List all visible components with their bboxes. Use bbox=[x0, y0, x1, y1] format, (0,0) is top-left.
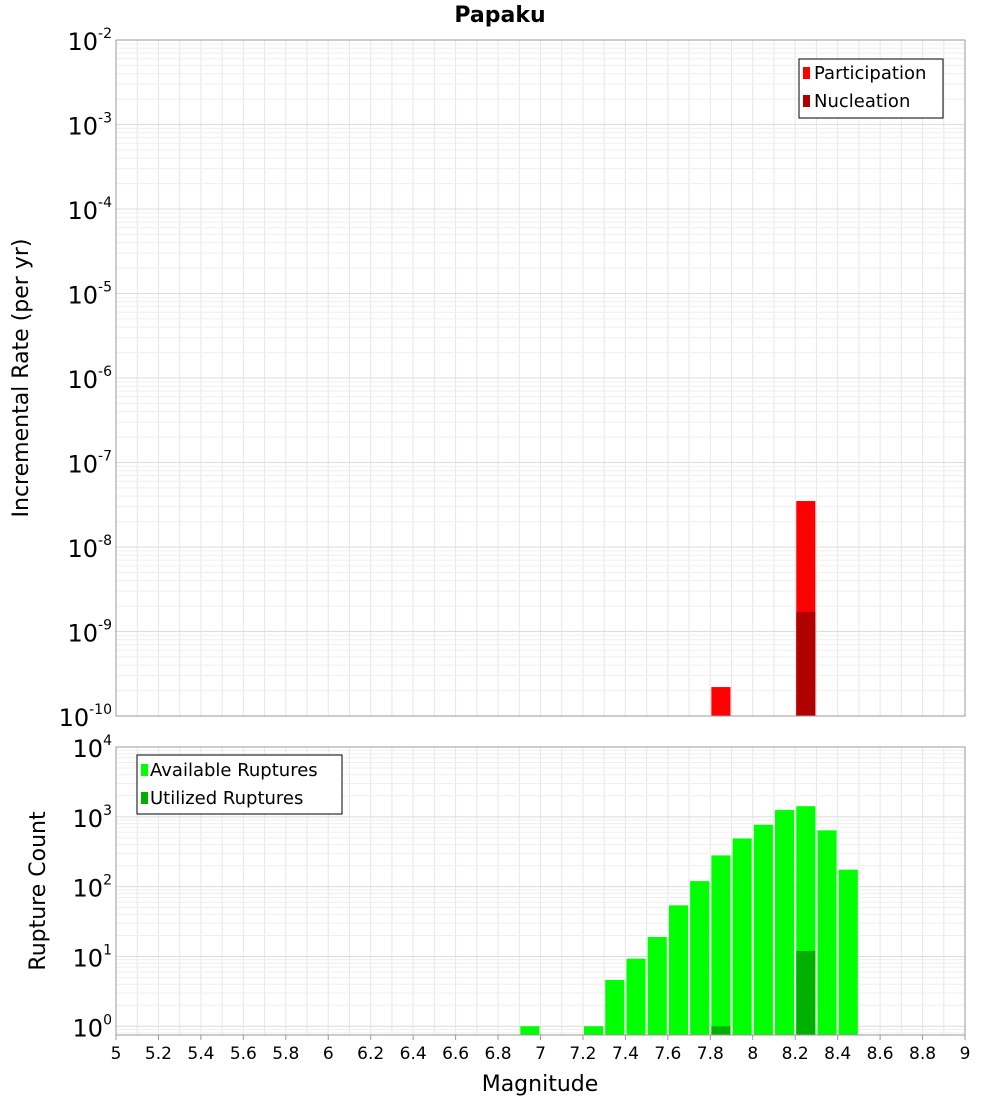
x-tick-label: 6.2 bbox=[357, 1044, 384, 1064]
bottom-bar-available-ruptures bbox=[838, 869, 858, 1035]
top-grid bbox=[115, 39, 966, 717]
top-y-tick-label: 10-10 bbox=[59, 702, 112, 732]
legend-label-participation: Participation bbox=[814, 63, 926, 84]
bottom-y-tick-label: 102 bbox=[73, 873, 112, 903]
top-bar-nucleation bbox=[796, 612, 816, 716]
top-y-tick-label: 10-4 bbox=[67, 195, 112, 225]
top-plot-border bbox=[115, 39, 966, 717]
bottom-x-ticks: 5 5.2 5.4 5.6 5.8 6 6.2 6.4 6.6 6.8 7 7.2 7.4 7.6 7.8 8… bbox=[111, 1035, 971, 1064]
bottom-bar-available-ruptures bbox=[605, 980, 625, 1035]
bottom-y-tick-label: 100 bbox=[73, 1012, 112, 1042]
bottom-y-axis-label: Rupture Count bbox=[26, 811, 51, 971]
legend-label-available: Available Ruptures bbox=[150, 760, 318, 781]
x-tick-label: 8.8 bbox=[909, 1044, 936, 1064]
x-axis-label: Magnitude bbox=[482, 1072, 599, 1097]
top-legend: Participation Nucleation bbox=[798, 58, 944, 119]
x-tick-label: 8.4 bbox=[824, 1044, 851, 1064]
x-tick-label: 8 bbox=[747, 1044, 758, 1064]
bottom-y-ticks: 100 101 102 103 104 bbox=[73, 733, 113, 1042]
bottom-bar-available-ruptures bbox=[520, 1026, 540, 1035]
bottom-bar-available-ruptures bbox=[732, 838, 752, 1035]
bottom-bar-available-ruptures bbox=[817, 830, 837, 1035]
top-y-tick-label: 10-6 bbox=[67, 364, 112, 394]
top-bars bbox=[711, 501, 816, 716]
top-y-tick-label: 10-7 bbox=[67, 449, 112, 479]
top-panel: 10-10 10-9 10-8 10-7 10-6 10-5 10-4 10-3 10-2 In… bbox=[9, 26, 966, 732]
x-tick-label: 7.4 bbox=[612, 1044, 639, 1064]
top-bar-participation bbox=[711, 687, 731, 716]
legend-label-nucleation: Nucleation bbox=[814, 91, 910, 112]
x-tick-label: 6.4 bbox=[400, 1044, 427, 1064]
x-tick-label: 5.6 bbox=[230, 1044, 257, 1064]
x-tick-label: 7.2 bbox=[569, 1044, 596, 1064]
bottom-bar-available-ruptures bbox=[647, 936, 667, 1035]
top-y-tick-label: 10-8 bbox=[67, 533, 112, 563]
x-tick-label: 7.8 bbox=[697, 1044, 724, 1064]
x-tick-label: 5.4 bbox=[187, 1044, 214, 1064]
bottom-bar-available-ruptures bbox=[690, 881, 710, 1035]
bottom-bar-utilized-ruptures bbox=[711, 1026, 731, 1035]
top-y-tick-label: 10-9 bbox=[67, 618, 112, 648]
x-tick-label: 8.6 bbox=[867, 1044, 894, 1064]
x-tick-label: 6 bbox=[323, 1044, 334, 1064]
top-y-tick-label: 10-2 bbox=[67, 26, 112, 56]
bottom-y-tick-label: 101 bbox=[73, 942, 112, 972]
bottom-bars bbox=[520, 806, 858, 1035]
legend-swatch-available bbox=[141, 764, 148, 776]
bottom-bar-available-ruptures bbox=[584, 1026, 604, 1035]
x-tick-label: 9 bbox=[960, 1044, 971, 1064]
bottom-bar-available-ruptures bbox=[626, 958, 646, 1035]
x-tick-label: 8.2 bbox=[782, 1044, 809, 1064]
bottom-y-tick-label: 103 bbox=[73, 803, 112, 833]
legend-swatch-participation bbox=[803, 67, 810, 79]
bottom-panel: 100 101 102 103 104 5 5.2 5.4 5.6 5.8 6 6.2 6.4 6.6 6… bbox=[26, 733, 970, 1097]
bottom-bar-available-ruptures bbox=[775, 810, 795, 1035]
bottom-legend: Available Ruptures Utilized Ruptures bbox=[136, 754, 343, 815]
legend-label-utilized: Utilized Ruptures bbox=[150, 788, 303, 809]
x-tick-label: 6.8 bbox=[485, 1044, 512, 1064]
bottom-bar-utilized-ruptures bbox=[796, 950, 816, 1035]
top-y-axis-label: Incremental Rate (per yr) bbox=[9, 239, 34, 518]
bottom-y-tick-label: 104 bbox=[73, 733, 113, 763]
bottom-bar-available-ruptures bbox=[711, 855, 731, 1035]
x-tick-label: 6.6 bbox=[442, 1044, 469, 1064]
legend-swatch-nucleation bbox=[803, 95, 810, 107]
top-y-tick-label: 10-3 bbox=[67, 111, 112, 141]
top-legend-box bbox=[798, 58, 944, 119]
bottom-legend-box bbox=[136, 754, 343, 815]
x-tick-label: 5 bbox=[111, 1044, 122, 1064]
legend-swatch-utilized bbox=[141, 792, 148, 804]
x-tick-label: 7 bbox=[535, 1044, 546, 1064]
x-tick-label: 5.8 bbox=[272, 1044, 299, 1064]
bottom-bar-available-ruptures bbox=[668, 905, 689, 1035]
top-y-tick-label: 10-5 bbox=[67, 280, 112, 310]
x-tick-label: 5.2 bbox=[145, 1044, 172, 1064]
chart-title: Papaku bbox=[454, 3, 545, 28]
bottom-bar-available-ruptures bbox=[753, 824, 773, 1035]
x-tick-label: 7.6 bbox=[654, 1044, 681, 1064]
top-y-ticks: 10-10 10-9 10-8 10-7 10-6 10-5 10-4 10-3 10-2 bbox=[59, 26, 113, 732]
